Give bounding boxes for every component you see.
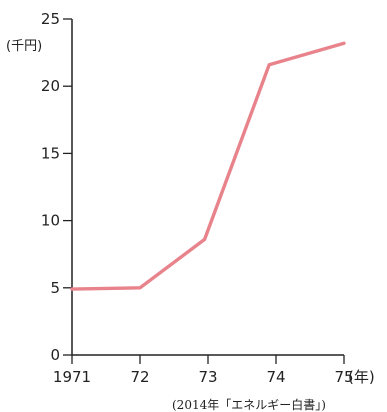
y-axis-unit-label: (千円) bbox=[6, 39, 42, 54]
y-tick-label: 10 bbox=[41, 212, 60, 230]
series-line bbox=[70, 41, 346, 291]
source-note: (2014年「エネルギー白書」) bbox=[172, 397, 326, 412]
x-tick-label: 74 bbox=[266, 368, 285, 386]
y-tick-label: 20 bbox=[41, 77, 60, 95]
y-tick-label: 0 bbox=[50, 346, 60, 364]
x-tick-label: 72 bbox=[130, 368, 149, 386]
y-tick-label: 5 bbox=[50, 279, 60, 297]
x-tick-label: 73 bbox=[198, 368, 217, 386]
y-tick-label: 25 bbox=[41, 10, 60, 28]
series-group bbox=[70, 41, 346, 291]
y-axis: 0 5 10 15 20 25 bbox=[41, 10, 72, 364]
x-tick-label: 75 bbox=[334, 368, 353, 386]
x-axis-unit-label: (年) bbox=[348, 368, 375, 386]
y-tick-label: 15 bbox=[41, 144, 60, 162]
x-axis: 1971 72 73 74 75 bbox=[53, 355, 354, 386]
x-tick-label: 1971 bbox=[53, 368, 91, 386]
axes bbox=[71, 19, 344, 356]
